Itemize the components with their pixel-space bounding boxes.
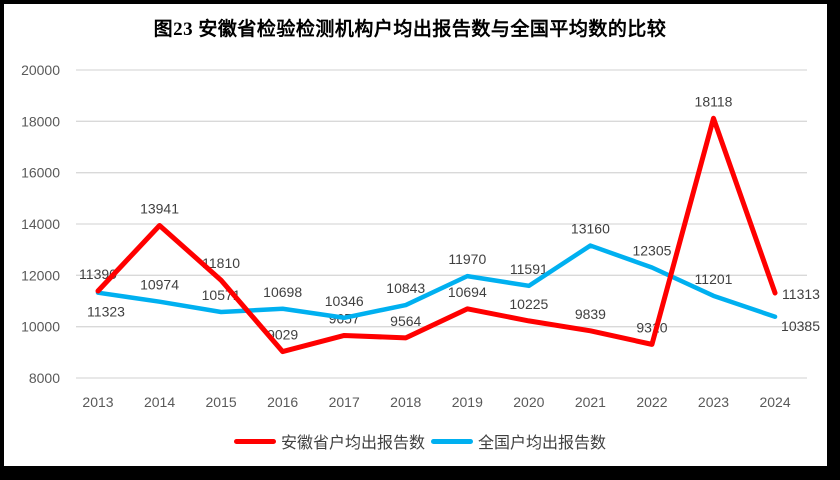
y-tick-label: 14000: [21, 216, 60, 232]
data-label: 10694: [448, 284, 487, 300]
y-tick-label: 8000: [29, 370, 60, 386]
data-label: 11201: [695, 271, 733, 287]
x-tick-label: 2018: [390, 394, 421, 410]
x-tick-label: 2023: [698, 394, 729, 410]
x-tick-label: 2015: [206, 394, 237, 410]
x-tick-label: 2014: [144, 394, 175, 410]
y-tick-label: 18000: [21, 113, 60, 129]
x-tick-label: 2016: [267, 394, 298, 410]
data-label: 10225: [509, 296, 548, 312]
data-label: 9564: [390, 313, 421, 329]
data-label: 10974: [140, 277, 179, 293]
legend-item-anhui: 安徽省户均出报告数: [233, 429, 425, 453]
data-label: 11313: [782, 286, 820, 302]
data-label: 9839: [575, 306, 606, 322]
data-label: 9310: [636, 319, 667, 335]
x-tick-label: 2022: [636, 394, 667, 410]
x-tick-label: 2019: [452, 394, 483, 410]
data-label: 9029: [267, 327, 298, 343]
x-tick-label: 2013: [82, 394, 113, 410]
data-label: 10843: [386, 280, 425, 296]
x-tick-label: 2017: [329, 394, 360, 410]
y-tick-label: 20000: [21, 62, 60, 78]
data-label: 11970: [448, 251, 486, 267]
y-tick-label: 10000: [21, 319, 60, 335]
legend: 安徽省户均出报告数 全国户均出报告数: [0, 429, 840, 453]
chart-title: 图23 安徽省检验检测机构户均出报告数与全国平均数的比较: [153, 19, 667, 40]
data-label: 13160: [571, 221, 610, 237]
data-label: 18118: [695, 93, 733, 109]
data-label: 13941: [140, 201, 179, 217]
national-series-line: [95, 243, 778, 321]
anhui-line-swatch: [233, 438, 276, 444]
legend-label-national: 全国户均出报告数: [478, 435, 607, 452]
data-label: 11810: [202, 255, 240, 271]
data-label: 11323: [87, 304, 125, 320]
national-line-swatch: [431, 438, 473, 444]
data-label: 10698: [263, 284, 302, 300]
data-label: 10346: [325, 293, 364, 309]
data-label: 12305: [632, 243, 671, 259]
legend-item-national: 全国户均出报告数: [431, 429, 606, 453]
x-tick-label: 2024: [759, 394, 790, 410]
x-tick-label: 2021: [575, 394, 606, 410]
anhui-series-line: [95, 115, 778, 355]
data-label: 10385: [781, 318, 820, 334]
x-tick-label: 2020: [513, 394, 544, 410]
data-label: 11591: [510, 261, 548, 277]
y-tick-label: 16000: [21, 165, 60, 181]
y-tick-label: 12000: [21, 267, 60, 283]
legend-label-anhui: 安徽省户均出报告数: [280, 435, 425, 452]
